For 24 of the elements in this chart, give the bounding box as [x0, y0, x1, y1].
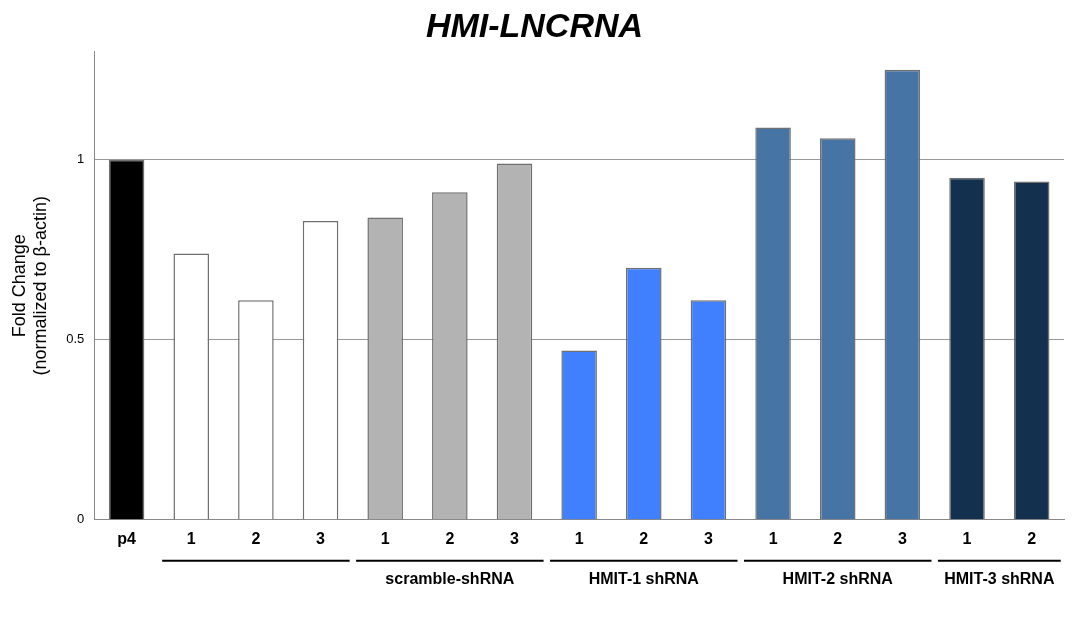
x-tick-label: 2	[445, 529, 455, 547]
x-tick-label: 3	[316, 529, 326, 547]
x-tick-label: 1	[380, 529, 390, 547]
x-tick-label: 2	[833, 529, 843, 547]
x-tick-label: 1	[768, 529, 778, 547]
x-tick-label: 3	[703, 529, 713, 547]
y-tick-label: 0.5	[66, 331, 85, 347]
chart-title: HMI-LNCRNA	[425, 5, 644, 44]
y-tick-label: 1	[77, 151, 85, 167]
text: HMIT-3 shRNA	[944, 570, 1055, 588]
x-tick-label: 1	[574, 529, 584, 547]
x-tick-label: 2	[639, 529, 649, 547]
y-axis-title: Fold Change (normalized to β-actin)	[8, 196, 51, 376]
x-tick-label: 3	[510, 529, 520, 547]
text: HMIT-1 shRNA	[588, 570, 700, 588]
x-tick-label: 2	[1027, 529, 1037, 547]
y-tick-label: 0	[77, 511, 85, 527]
x-tick-label: 1	[186, 529, 196, 547]
x-tick-label: p4	[117, 529, 137, 547]
x-tick-label: 3	[897, 529, 907, 547]
x-tick-label: 2	[251, 529, 261, 547]
text: scramble-shRNA	[385, 570, 515, 588]
text: HMIT-2 shRNA	[782, 570, 894, 588]
x-tick-label: 1	[962, 529, 972, 547]
